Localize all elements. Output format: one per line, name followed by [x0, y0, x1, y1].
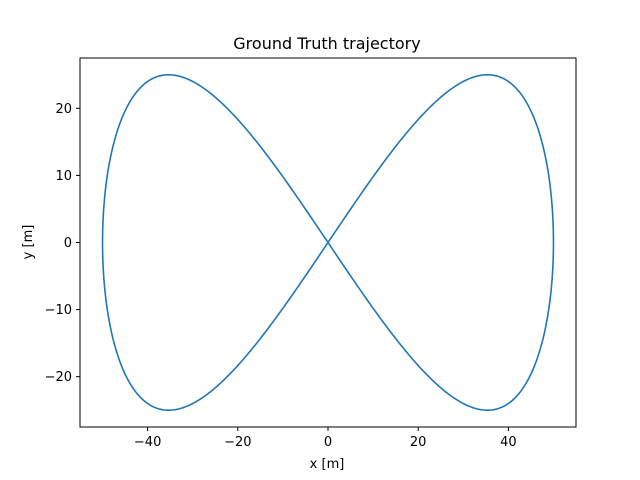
y-tick-label: −10: [45, 303, 72, 318]
y-tick-label: 0: [64, 236, 72, 251]
y-tick-label: −20: [45, 370, 72, 385]
y-axis: −20 −10 0 10 20: [45, 102, 80, 385]
x-tick-label: 20: [410, 435, 427, 450]
x-tick-label: −20: [224, 435, 251, 450]
x-axis: −40 −20 0 20 40: [134, 427, 517, 450]
x-tick-label: 0: [324, 435, 332, 450]
y-axis-label: y [m]: [21, 225, 36, 260]
plot-frame: [79, 57, 577, 428]
plot-area: [101, 73, 555, 412]
y-tick-label: 10: [55, 169, 72, 184]
x-tick-label: −40: [134, 435, 161, 450]
trajectory-line: [101, 73, 555, 412]
x-tick-label: 40: [500, 435, 517, 450]
y-tick-label: 20: [55, 102, 72, 117]
x-axis-label: x [m]: [310, 457, 345, 472]
chart-title: Ground Truth trajectory: [233, 34, 420, 53]
